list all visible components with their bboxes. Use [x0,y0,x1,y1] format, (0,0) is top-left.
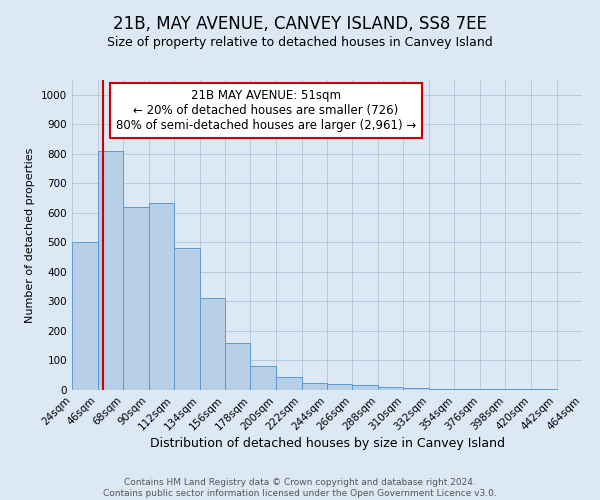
Bar [480,388,505,390]
Bar [455,389,480,390]
Bar [276,376,302,390]
Text: 21B MAY AVENUE: 51sqm
← 20% of detached houses are smaller (726)
80% of semi-det: 21B MAY AVENUE: 51sqm ← 20% of detached … [116,90,416,132]
Bar [302,382,327,390]
Bar [327,384,352,390]
Bar [403,388,429,390]
Y-axis label: Number of detached properties: Number of detached properties [25,148,35,322]
Bar [429,388,455,390]
Bar [251,366,276,390]
Bar [97,151,123,390]
Text: Contains HM Land Registry data © Crown copyright and database right 2024.
Contai: Contains HM Land Registry data © Crown c… [103,478,497,498]
X-axis label: Distribution of detached houses by size in Canvey Island: Distribution of detached houses by size … [149,438,505,450]
Bar [149,202,174,390]
Bar [174,248,199,390]
Text: Size of property relative to detached houses in Canvey Island: Size of property relative to detached ho… [107,36,493,49]
Bar [225,343,251,390]
Bar [123,207,149,390]
Text: 21B, MAY AVENUE, CANVEY ISLAND, SS8 7EE: 21B, MAY AVENUE, CANVEY ISLAND, SS8 7EE [113,15,487,33]
Bar [72,242,97,390]
Bar [378,387,403,390]
Bar [199,298,225,390]
Bar [352,384,378,390]
